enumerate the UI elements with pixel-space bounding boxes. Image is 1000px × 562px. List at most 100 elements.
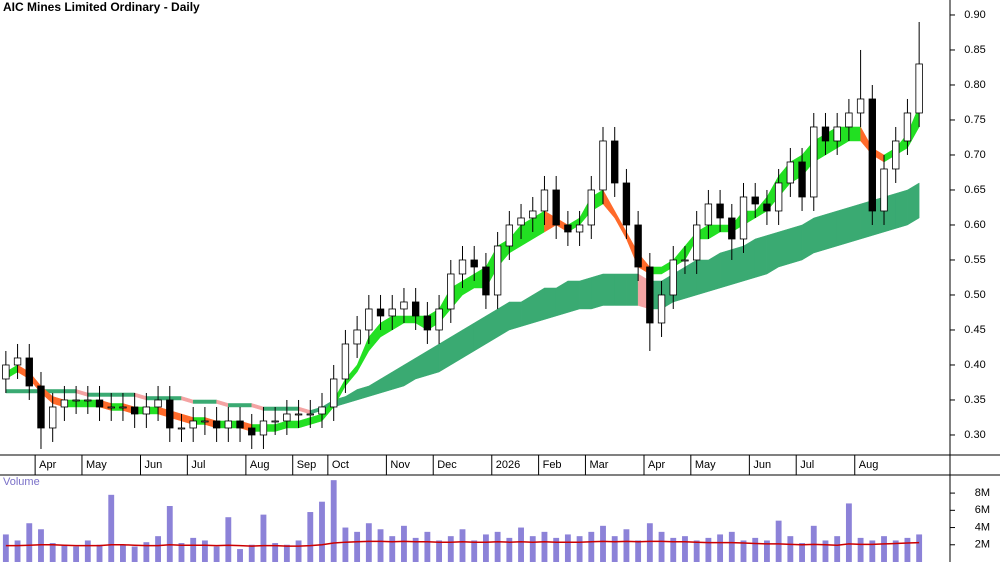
volume-bar xyxy=(529,536,536,562)
plot: 0.30 0.35 0.40 0.45 0.50 0.55 0.60 0.65 0.70 0.75… xyxy=(2,9,990,562)
volume-bar xyxy=(787,536,794,562)
volume-bar xyxy=(799,543,805,562)
y-tick-label: 8M xyxy=(975,487,990,499)
x-tick-label: Sep xyxy=(297,459,317,471)
volume-bar xyxy=(424,531,431,562)
ribbon-segment xyxy=(895,189,908,229)
volume-bar xyxy=(120,544,126,562)
candle-body xyxy=(236,420,244,429)
ribbon-segment xyxy=(790,224,803,264)
candle-body xyxy=(107,406,115,409)
candle-body xyxy=(423,315,432,331)
ribbon-segment xyxy=(64,389,77,394)
ribbon-segment xyxy=(825,210,838,250)
volume-bar xyxy=(553,537,560,562)
volume-bar xyxy=(916,534,923,562)
x-tick-label: Apr xyxy=(648,459,665,471)
volume-bar xyxy=(295,540,302,562)
volume-bar xyxy=(892,540,899,562)
x-tick-label: Dec xyxy=(437,459,457,471)
volume-bar xyxy=(190,537,197,562)
candle-body xyxy=(786,161,795,184)
candle-body xyxy=(294,413,303,416)
candle-body xyxy=(95,399,104,408)
candle-body xyxy=(634,224,642,268)
candle-body xyxy=(704,203,713,226)
volume-bar xyxy=(658,531,665,562)
volume-bar xyxy=(131,546,138,562)
y-tick-label: 0.75 xyxy=(964,114,985,126)
candle-body xyxy=(751,196,759,205)
ribbon-segment xyxy=(204,399,217,404)
volume-bar xyxy=(38,529,44,562)
candle-body xyxy=(306,413,314,416)
volume-bar xyxy=(84,540,91,562)
volume-bar xyxy=(869,540,876,562)
x-tick-label: Jun xyxy=(145,459,163,471)
x-tick-label: Jul xyxy=(800,459,814,471)
volume-bar xyxy=(494,531,501,562)
ribbon-segment xyxy=(743,238,756,282)
volume-bar xyxy=(600,525,606,562)
volume-bar xyxy=(248,544,255,562)
candle-body xyxy=(833,126,841,142)
candle-body xyxy=(177,427,186,430)
candle-body xyxy=(774,182,783,212)
ribbon-segment xyxy=(602,273,615,306)
volume-bar xyxy=(166,506,173,562)
ribbon-segment xyxy=(146,396,159,401)
candle-body xyxy=(376,308,385,317)
candle-body xyxy=(283,413,291,422)
candle-body xyxy=(856,98,865,114)
candle-body xyxy=(248,427,256,436)
volume-bar xyxy=(564,534,571,562)
volume-bar xyxy=(96,544,103,562)
volume-bar xyxy=(201,540,208,562)
candle-body xyxy=(84,399,92,402)
candle-body xyxy=(892,140,900,170)
candle-body xyxy=(259,420,268,436)
candle-body xyxy=(845,112,853,128)
ribbon-segment xyxy=(52,389,65,394)
y-tick-label: 0.85 xyxy=(964,44,985,56)
candle-body xyxy=(49,406,57,429)
candle-body xyxy=(611,140,619,184)
candle-body xyxy=(763,203,771,212)
ribbon-segment xyxy=(579,277,592,310)
volume-bar xyxy=(693,540,700,562)
volume-bar xyxy=(330,480,337,562)
ribbon-segment xyxy=(5,389,18,394)
volume-bar xyxy=(482,534,489,562)
volume-bar xyxy=(635,540,642,562)
candle-body xyxy=(400,301,408,310)
candle-body xyxy=(271,420,279,423)
volume-bar xyxy=(389,536,396,562)
volume-bar xyxy=(611,536,618,562)
candle-body xyxy=(599,140,607,191)
volume-bar xyxy=(319,501,325,562)
ribbon-segment xyxy=(754,235,768,278)
volume-bar xyxy=(670,537,677,562)
x-tick-label: Jul xyxy=(191,459,205,471)
candle-body xyxy=(540,189,549,212)
volume-bar xyxy=(447,536,454,562)
volume-bar xyxy=(237,549,243,562)
ribbon-segment xyxy=(274,406,288,411)
ribbon-segment xyxy=(684,259,697,299)
y-tick-label: 0.80 xyxy=(964,79,985,91)
volume-bar xyxy=(728,531,735,562)
ribbon-segment xyxy=(87,392,100,397)
candle-body xyxy=(915,63,923,114)
candle-body xyxy=(517,217,525,226)
y-tick-label: 0.70 xyxy=(964,149,985,161)
candle-body xyxy=(868,98,876,212)
candle-body xyxy=(13,357,22,366)
candle-body xyxy=(564,224,572,233)
volume-bar xyxy=(49,543,56,562)
volume-bar xyxy=(459,529,466,562)
volume-bar xyxy=(845,503,852,562)
y-tick-label: 0.30 xyxy=(964,429,985,441)
ribbon-segment xyxy=(801,217,815,261)
candle-body xyxy=(435,308,443,331)
